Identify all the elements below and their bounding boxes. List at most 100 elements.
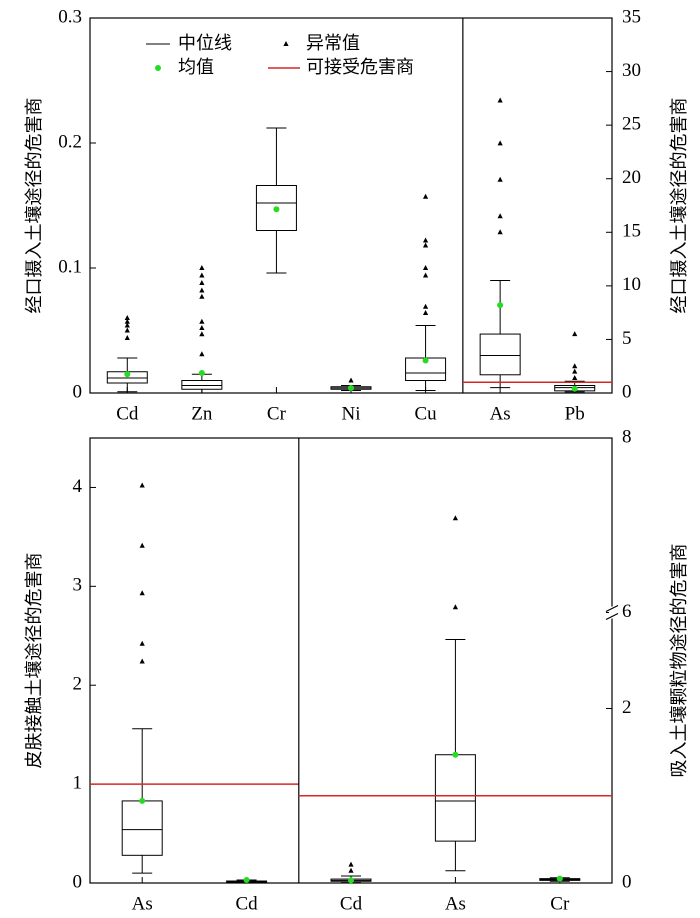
outlier — [572, 331, 578, 337]
x-tick-label: Zn — [191, 403, 213, 424]
outlier — [572, 368, 578, 374]
mean — [273, 206, 280, 213]
outlier — [124, 322, 130, 328]
outlier — [497, 97, 503, 103]
outlier — [199, 325, 205, 330]
outlier — [348, 861, 354, 867]
outlier — [139, 590, 145, 596]
outlier — [199, 318, 205, 324]
box — [121, 800, 163, 856]
outlier — [452, 515, 458, 521]
x-tick-label: Cr — [267, 403, 287, 424]
axis-break — [605, 612, 619, 621]
y2-tick-label: 25 — [622, 114, 641, 135]
legend-label: 异常值 — [306, 33, 360, 54]
y-axis-label: 皮肤接触土壤途径的危害商 — [24, 553, 45, 769]
outlier — [572, 375, 578, 380]
outlier — [139, 640, 145, 646]
y-tick-label: 1 — [73, 772, 83, 793]
y-tick-label: 0 — [73, 381, 83, 402]
x-tick-label: Cd — [236, 893, 259, 914]
mean — [348, 877, 354, 884]
x-tick-label: Ni — [342, 403, 361, 424]
y2-tick-label: 5 — [622, 328, 632, 349]
mean — [124, 371, 131, 378]
x-tick-label: As — [445, 893, 466, 914]
x-tick-label: As — [132, 893, 153, 914]
y2-axis-label: 经口摄入土壤途径的危害商 — [669, 98, 690, 314]
outlier — [124, 318, 130, 324]
legend-triangle — [283, 41, 289, 46]
y-tick-label: 3 — [73, 575, 83, 596]
y-tick-label: 2 — [73, 674, 83, 695]
outlier — [422, 242, 429, 248]
mean — [139, 797, 146, 804]
mean — [497, 302, 504, 309]
outlier — [348, 377, 354, 383]
legend-label: 中位线 — [178, 33, 232, 54]
y-axis-label: 经口摄入土壤途径的危害商 — [24, 98, 45, 314]
outlier — [422, 310, 429, 315]
y2-tick-label: 35 — [622, 6, 641, 27]
legend-label: 可接受危害商 — [306, 57, 414, 78]
y2-tick-label: 20 — [622, 167, 641, 188]
outlier — [422, 193, 429, 199]
outlier — [422, 303, 429, 309]
y2-tick-label: 0 — [622, 381, 632, 402]
outlier — [124, 327, 130, 333]
outlier — [199, 265, 205, 270]
y2-tick-label: 6 — [622, 601, 632, 622]
outlier — [124, 315, 130, 320]
outlier — [199, 331, 205, 337]
outlier — [422, 272, 429, 278]
outlier — [497, 213, 503, 219]
outlier — [497, 140, 503, 146]
x-tick-label: Cd — [340, 893, 363, 914]
mean — [243, 877, 250, 884]
legend-dot — [155, 65, 161, 71]
outlier — [139, 542, 145, 548]
y-tick-label: 0.1 — [58, 256, 82, 277]
outlier — [199, 280, 205, 285]
plot-frame — [89, 437, 613, 884]
x-tick-label: As — [490, 403, 511, 424]
box — [479, 333, 521, 376]
outlier — [199, 272, 205, 278]
mean — [571, 385, 578, 392]
outlier — [422, 265, 429, 270]
mean — [348, 385, 354, 391]
y-tick-label: 4 — [73, 476, 83, 497]
mean — [556, 875, 563, 882]
outlier — [572, 363, 578, 369]
outlier — [497, 229, 503, 235]
x-tick-label: Pb — [565, 403, 585, 424]
y-tick-label: 0.3 — [58, 6, 82, 27]
y2-tick-label: 30 — [622, 60, 641, 81]
y2-tick-label: 0 — [622, 871, 632, 892]
outlier — [199, 351, 205, 357]
box — [181, 380, 223, 390]
axis-break — [605, 604, 619, 613]
outlier — [124, 335, 130, 340]
outlier — [452, 604, 458, 610]
y2-axis-label: 吸入土壤颗粒物途径的危害商 — [669, 544, 690, 778]
y2-tick-label: 10 — [622, 274, 641, 295]
outlier — [199, 293, 205, 299]
y-tick-label: 0.2 — [58, 131, 82, 152]
outlier — [139, 658, 145, 664]
x-tick-label: Cd — [116, 403, 139, 424]
outlier — [497, 176, 503, 182]
outlier — [199, 287, 205, 293]
mean — [452, 751, 459, 758]
y2-tick-label: 8 — [622, 426, 632, 447]
y2-tick-label: 2 — [622, 697, 632, 718]
x-tick-label: Cr — [550, 893, 570, 914]
outlier — [422, 237, 429, 243]
box — [434, 754, 476, 842]
mean — [422, 357, 429, 364]
x-tick-label: Cu — [414, 403, 437, 424]
mean — [198, 370, 205, 376]
legend-label: 均值 — [178, 57, 214, 78]
y2-tick-label: 15 — [622, 221, 641, 242]
